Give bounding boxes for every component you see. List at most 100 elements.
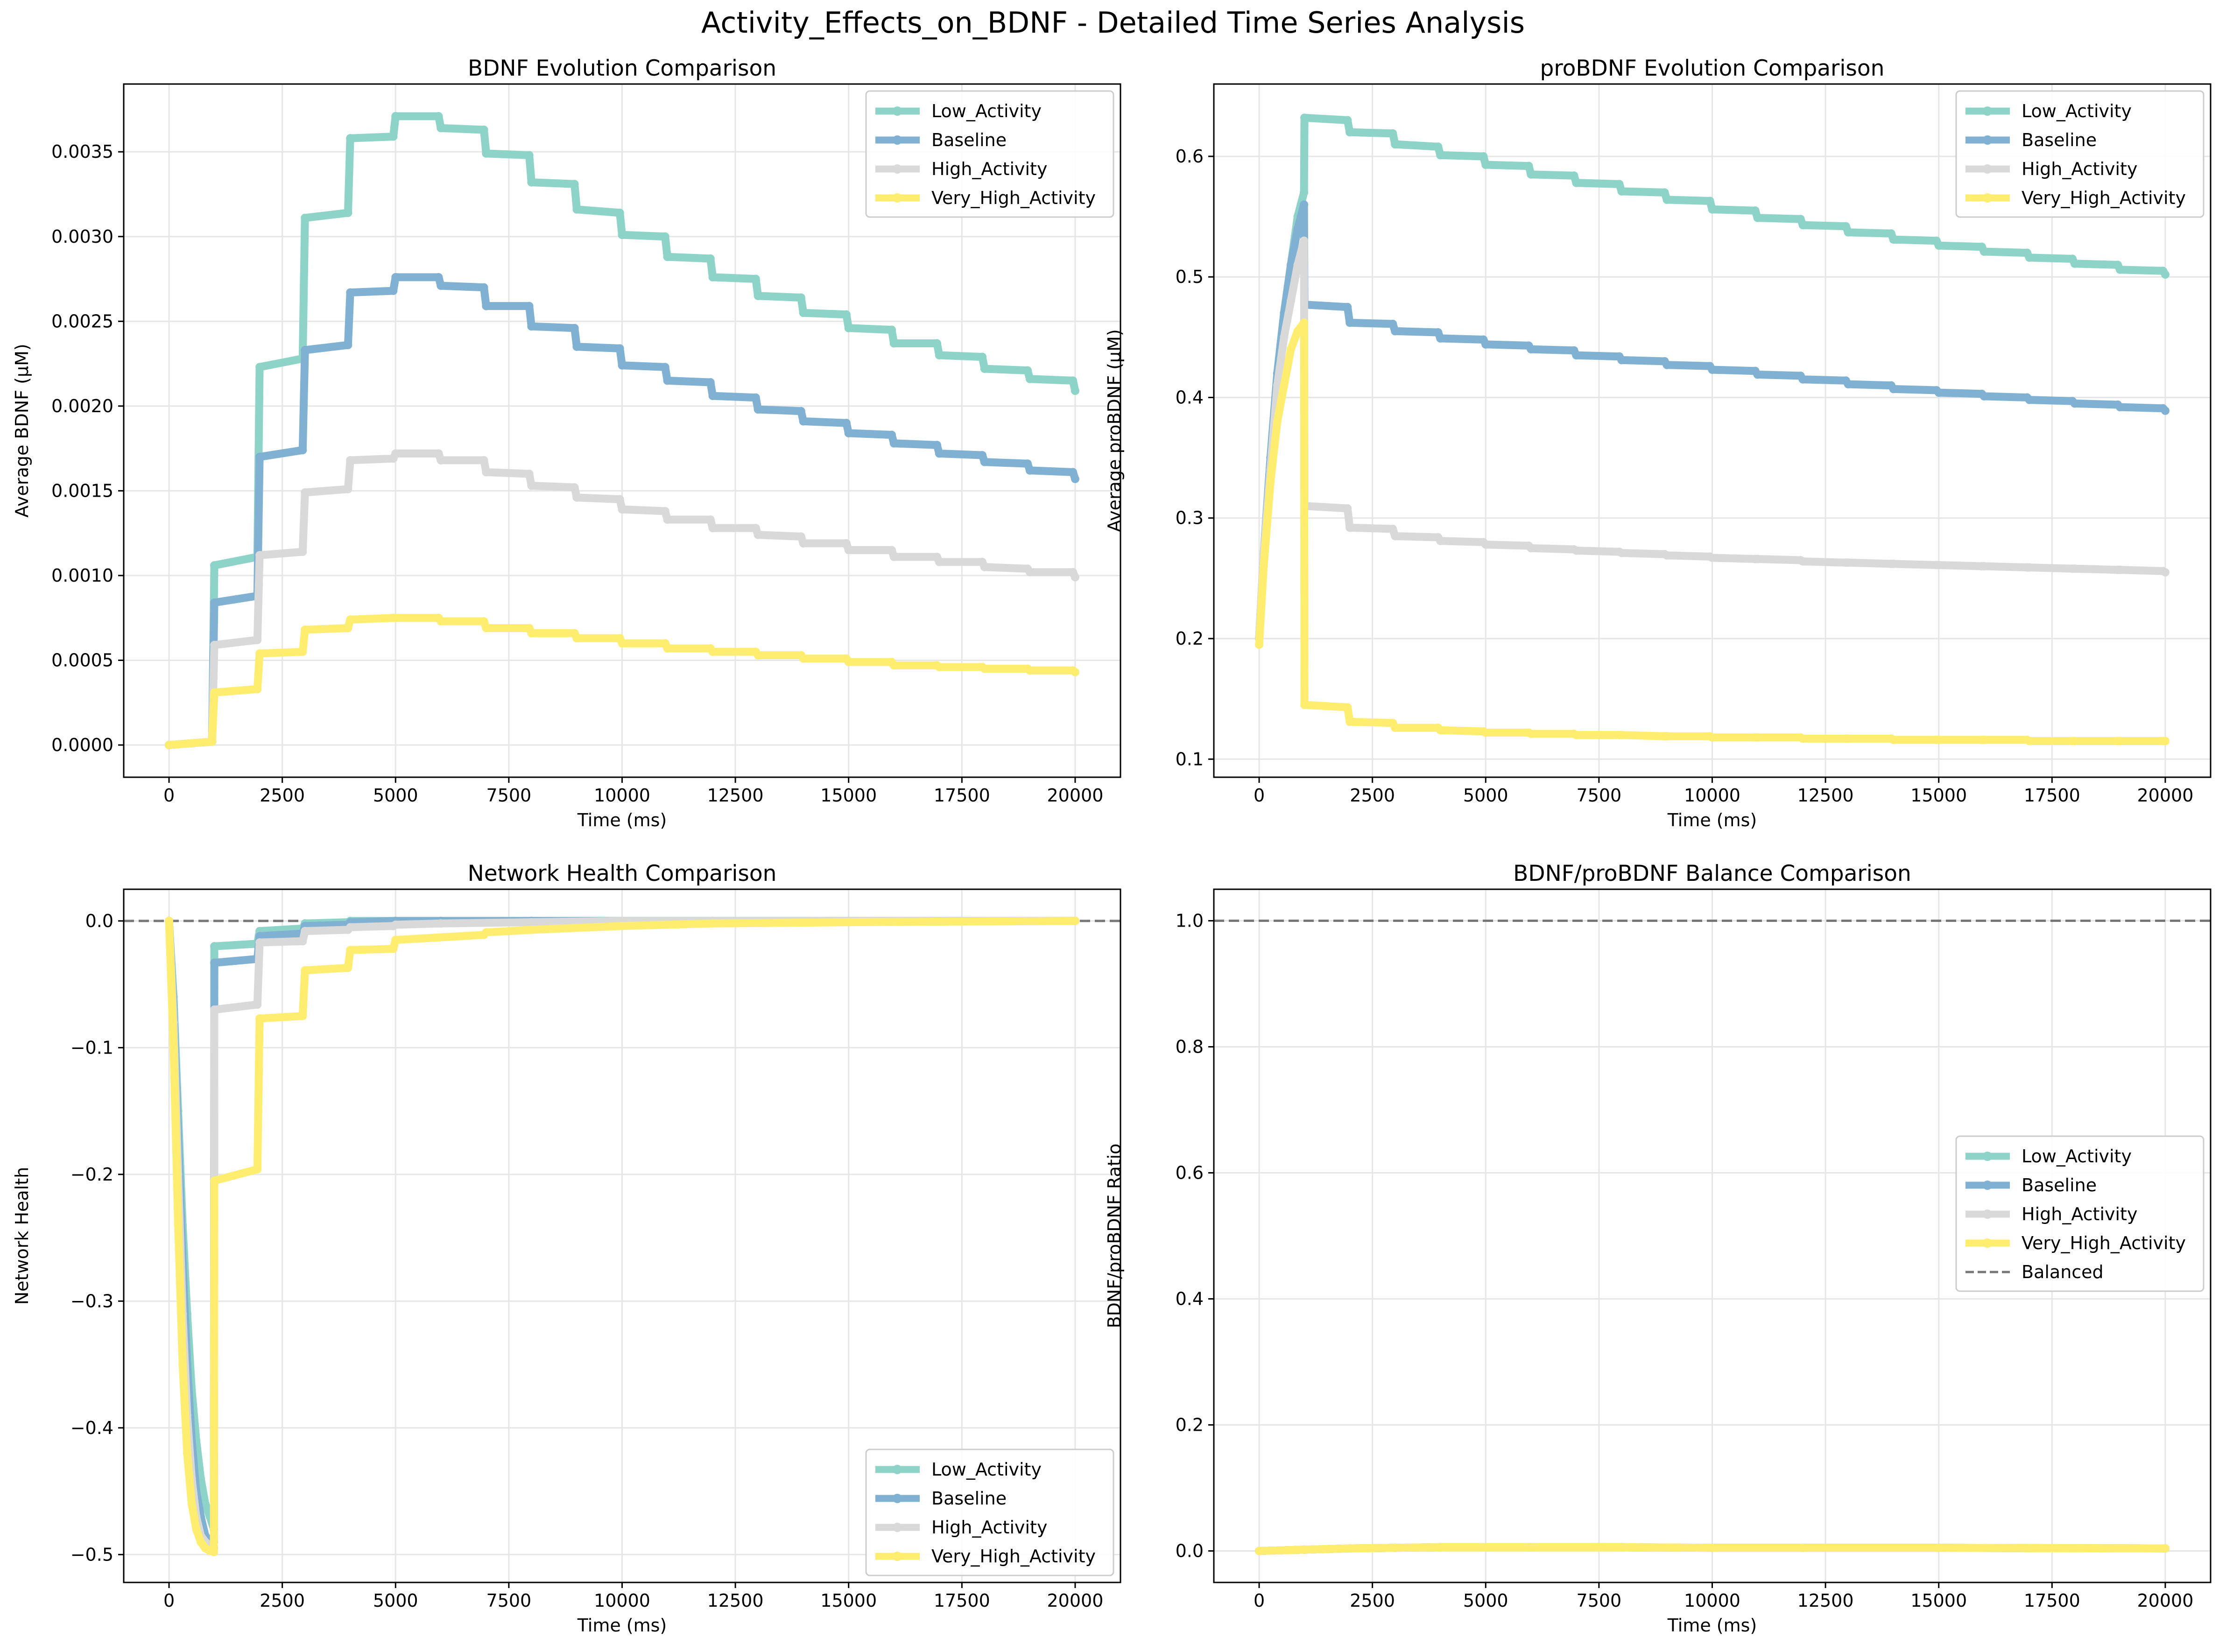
data-point: [1527, 544, 1536, 553]
data-point: [482, 149, 491, 158]
data-point: [1844, 380, 1853, 389]
data-point: [1889, 235, 1898, 244]
data-point: [1273, 417, 1282, 426]
data-point: [208, 737, 217, 746]
axes-frame: [123, 83, 1121, 778]
y-tick-label: 0.0015: [51, 480, 113, 501]
y-tick-label: 0.8: [1176, 1037, 1204, 1057]
x-tick-label: 5000: [373, 1590, 418, 1611]
data-point: [437, 281, 445, 290]
x-tick-label: 10000: [1684, 1590, 1740, 1611]
data-point: [618, 231, 627, 239]
data-point: [708, 273, 717, 281]
series-group: [165, 916, 1079, 1556]
data-point: [1388, 319, 1397, 328]
data-point: [1391, 724, 1400, 732]
data-point: [663, 376, 672, 385]
data-point: [527, 629, 536, 638]
data-point: [844, 323, 853, 332]
data-point: [1708, 205, 1717, 214]
y-axis-label: BDNF/proBDNF Ratio: [1104, 1144, 1125, 1329]
data-point: [255, 649, 264, 658]
x-tick-label: 2500: [260, 1590, 305, 1611]
legend-marker: [893, 1523, 902, 1532]
data-point: [301, 966, 310, 975]
legend-marker: [893, 1552, 902, 1561]
y-tick-label: −0.4: [70, 1418, 113, 1438]
data-point: [1071, 668, 1079, 676]
axes-frame: [123, 888, 1121, 1583]
series-group: [165, 112, 1079, 750]
data-point: [1025, 466, 1034, 475]
data-point: [1662, 360, 1671, 369]
data-point: [1343, 116, 1352, 125]
data-point: [572, 205, 581, 214]
data-point: [1266, 478, 1275, 486]
data-point: [935, 351, 944, 359]
legend-label-Very_High_Activity: Very_High_Activity: [931, 188, 1096, 208]
data-point: [1934, 241, 1943, 250]
data-point: [1286, 345, 1295, 354]
data-point: [1527, 1543, 1536, 1552]
y-tick-label: −0.5: [70, 1544, 113, 1565]
data-point: [844, 546, 853, 555]
y-tick-label: 0.2: [1176, 628, 1204, 649]
data-point: [1069, 468, 1078, 477]
legend-label-Low_Activity: Low_Activity: [931, 101, 1042, 121]
data-point: [389, 132, 398, 141]
data-point: [434, 112, 443, 120]
data-point: [1934, 735, 1943, 744]
data-point: [253, 1000, 262, 1009]
x-tick-label: 2500: [1350, 1590, 1395, 1611]
data-point: [978, 451, 987, 460]
data-point: [346, 946, 355, 955]
data-point: [437, 456, 445, 465]
data-point: [1979, 735, 1988, 744]
data-point: [1025, 568, 1034, 576]
series-line-Very_High_Activity: [1255, 1543, 2170, 1555]
data-point: [1527, 730, 1536, 738]
chart-probdnf: 0 2500 5000 7500 10000 12500 15000 17500 20000 0.…: [1104, 56, 2212, 830]
data-point: [1753, 370, 1762, 379]
data-point: [253, 635, 262, 644]
data-point: [1391, 1543, 1400, 1552]
data-point: [1753, 213, 1762, 222]
x-tick-label: 5000: [373, 785, 418, 806]
data-point: [1527, 170, 1536, 179]
subplot-title: BDNF Evolution Comparison: [468, 56, 776, 81]
legend-marker: [893, 164, 902, 174]
data-point: [1293, 327, 1302, 336]
data-point: [661, 506, 669, 515]
data-point: [1300, 200, 1309, 209]
data-point: [796, 293, 805, 302]
data-point: [1527, 345, 1536, 354]
data-point: [2025, 395, 2034, 404]
x-axis-label: Time (ms): [577, 810, 667, 830]
data-point: [1391, 327, 1400, 336]
data-point: [1617, 356, 1626, 365]
data-point: [1979, 562, 1988, 571]
x-tick-label: 7500: [486, 785, 532, 806]
subplot-title: BDNF/proBDNF Balance Comparison: [1513, 861, 1911, 886]
data-point: [1481, 1543, 1490, 1552]
data-point: [2161, 737, 2170, 745]
data-point: [618, 921, 627, 930]
data-point: [754, 530, 762, 539]
data-point: [253, 685, 262, 694]
data-point: [527, 925, 536, 934]
data-point: [1708, 553, 1717, 562]
data-point: [437, 617, 445, 626]
data-point: [346, 288, 355, 297]
data-point: [1889, 559, 1898, 568]
data-point: [210, 1005, 219, 1014]
legend: Low_Activity Baseline High_Activity Very_Hi…: [1955, 90, 2205, 218]
data-point: [932, 339, 941, 348]
data-point: [663, 253, 672, 261]
data-point: [2025, 563, 2034, 572]
data-point: [935, 662, 944, 671]
legend-marker: [1983, 1152, 1992, 1161]
data-point: [1572, 546, 1581, 555]
data-point: [842, 419, 851, 428]
data-point: [1798, 734, 1807, 743]
data-point: [210, 1176, 219, 1185]
